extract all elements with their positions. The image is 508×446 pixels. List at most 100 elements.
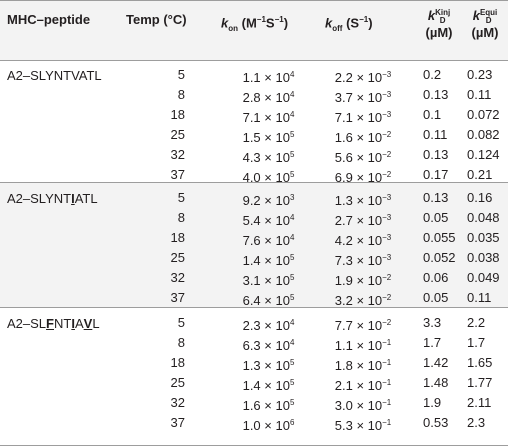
cell-kon: 4.3 × 105	[242, 150, 295, 165]
cell-temp: 5	[177, 190, 185, 205]
cell-temp: 25	[170, 375, 185, 390]
table-row: 25 1.4 × 105 7.3 × 10−3 0.052 0.038	[0, 250, 508, 268]
cell-temp: 8	[177, 87, 185, 102]
cell-kd-equi: 1.65	[467, 355, 493, 370]
cell-temp: 5	[177, 67, 185, 82]
cell-koff: 7.1 × 10−3	[334, 110, 392, 125]
cell-kd-equi: 0.11	[467, 290, 492, 305]
cell-temp: 32	[170, 270, 185, 285]
cell-kon: 1.3 × 105	[242, 358, 295, 373]
cell-kd-kinj: 1.9	[423, 395, 442, 410]
cell-temp: 8	[177, 335, 185, 350]
cell-kd-equi: 0.21	[467, 167, 493, 182]
cell-temp: 37	[170, 167, 185, 182]
cell-kd-kinj: 0.05	[423, 290, 449, 305]
group-divider-1	[0, 182, 508, 183]
cell-koff: 3.2 × 10−2	[334, 293, 392, 308]
cell-kd-kinj: 0.53	[423, 415, 449, 430]
cell-kd-kinj: 0.055	[423, 230, 456, 245]
cell-kd-kinj: 1.7	[423, 335, 442, 350]
header-kd-kinj: k Kinj D (µM)	[425, 7, 453, 40]
cell-kd-equi: 2.3	[467, 415, 486, 430]
header-temp: Temp (°C)	[126, 12, 187, 27]
cell-kon: 5.4 × 104	[242, 213, 295, 228]
group-2-background	[0, 182, 508, 307]
cell-kon: 4.0 × 105	[242, 170, 295, 185]
cell-kon: 7.6 × 104	[242, 233, 295, 248]
table-row: 37 4.0 × 105 6.9 × 10−2 0.17 0.21	[0, 167, 508, 185]
peptide-label: A2–SLFNTIAVL	[7, 316, 100, 331]
cell-kd-equi: 0.11	[467, 87, 492, 102]
cell-temp: 18	[170, 230, 185, 245]
cell-kon: 1.4 × 105	[242, 378, 295, 393]
cell-koff: 1.3 × 10−3	[334, 193, 392, 208]
cell-kon: 7.1 × 104	[242, 110, 295, 125]
cell-koff: 1.1 × 10−1	[334, 338, 392, 353]
cell-koff: 7.7 × 10−2	[334, 318, 392, 333]
table-row: 5 9.2 × 103 1.3 × 10−3 0.13 0.16	[0, 190, 508, 208]
cell-kd-kinj: 0.1	[423, 107, 442, 122]
cell-temp: 32	[170, 395, 185, 410]
table-row: 18 1.3 × 105 1.8 × 10−1 1.42 1.65	[0, 355, 508, 373]
group-divider-2	[0, 307, 508, 308]
cell-koff: 2.2 × 10−3	[334, 70, 392, 85]
cell-koff: 1.8 × 10−1	[334, 358, 392, 373]
cell-temp: 37	[170, 415, 185, 430]
table-row: 32 3.1 × 105 1.9 × 10−2 0.06 0.049	[0, 270, 508, 288]
table-row: 25 1.4 × 105 2.1 × 10−1 1.48 1.77	[0, 375, 508, 393]
cell-koff: 2.7 × 10−3	[334, 213, 392, 228]
cell-temp: 25	[170, 127, 185, 142]
cell-kd-equi: 1.77	[467, 375, 493, 390]
cell-kd-kinj: 1.48	[423, 375, 449, 390]
cell-kd-kinj: 0.11	[423, 127, 448, 142]
cell-kon: 2.8 × 104	[242, 90, 295, 105]
cell-koff: 3.7 × 10−3	[334, 90, 392, 105]
cell-koff: 1.6 × 10−2	[334, 130, 392, 145]
cell-kd-equi: 0.16	[467, 190, 493, 205]
cell-koff: 4.2 × 10−3	[334, 233, 392, 248]
table-row: 8 2.8 × 104 3.7 × 10−3 0.13 0.11	[0, 87, 508, 105]
header-background	[0, 0, 508, 60]
cell-koff: 7.3 × 10−3	[334, 253, 392, 268]
header-kd-equi: k Equi D (µM)	[471, 7, 499, 40]
table-row: 18 7.6 × 104 4.2 × 10−3 0.055 0.035	[0, 230, 508, 248]
table-row: 32 4.3 × 105 5.6 × 10−2 0.13 0.124	[0, 147, 508, 165]
table-row: 5 2.3 × 104 7.7 × 10−2 3.3 2.2	[0, 315, 508, 333]
cell-kon: 1.5 × 105	[242, 130, 295, 145]
cell-kon: 2.3 × 104	[242, 318, 295, 333]
table-row: 8 5.4 × 104 2.7 × 10−3 0.05 0.048	[0, 210, 508, 228]
table-row: 25 1.5 × 105 1.6 × 10−2 0.11 0.082	[0, 127, 508, 145]
cell-kd-kinj: 0.05	[423, 210, 449, 225]
peptide-label: A2–SLYNTIATL	[7, 191, 98, 206]
cell-kd-kinj: 3.3	[423, 315, 442, 330]
cell-kd-equi: 0.23	[467, 67, 493, 82]
cell-kd-kinj: 0.17	[423, 167, 449, 182]
peptide-label: A2–SLYNTVATL	[7, 68, 102, 83]
cell-kon: 6.3 × 104	[242, 338, 295, 353]
cell-kd-equi: 2.11	[467, 395, 492, 410]
cell-kon: 6.4 × 105	[242, 293, 295, 308]
table-row: 32 1.6 × 105 3.0 × 10−1 1.9 2.11	[0, 395, 508, 413]
top-rule	[0, 0, 508, 1]
cell-temp: 25	[170, 250, 185, 265]
cell-kd-equi: 0.035	[467, 230, 500, 245]
header-rule	[0, 60, 508, 61]
cell-temp: 5	[177, 315, 185, 330]
header-kon: kon (M−1S−1)	[221, 15, 289, 33]
cell-kd-equi: 0.082	[467, 127, 500, 142]
cell-kd-kinj: 0.06	[423, 270, 449, 285]
table-row: 37 6.4 × 105 3.2 × 10−2 0.05 0.11	[0, 290, 508, 308]
cell-koff: 2.1 × 10−1	[334, 378, 392, 393]
cell-temp: 8	[177, 210, 185, 225]
table-row: 8 6.3 × 104 1.1 × 10−1 1.7 1.7	[0, 335, 508, 353]
cell-koff: 1.9 × 10−2	[334, 273, 392, 288]
cell-temp: 18	[170, 355, 185, 370]
cell-kd-kinj: 0.13	[423, 147, 449, 162]
cell-kon: 1.4 × 105	[242, 253, 295, 268]
cell-kd-kinj: 1.42	[423, 355, 449, 370]
cell-kon: 9.2 × 103	[242, 193, 295, 208]
cell-temp: 18	[170, 107, 185, 122]
table-row: 18 7.1 × 104 7.1 × 10−3 0.1 0.072	[0, 107, 508, 125]
cell-kd-equi: 0.049	[467, 270, 500, 285]
